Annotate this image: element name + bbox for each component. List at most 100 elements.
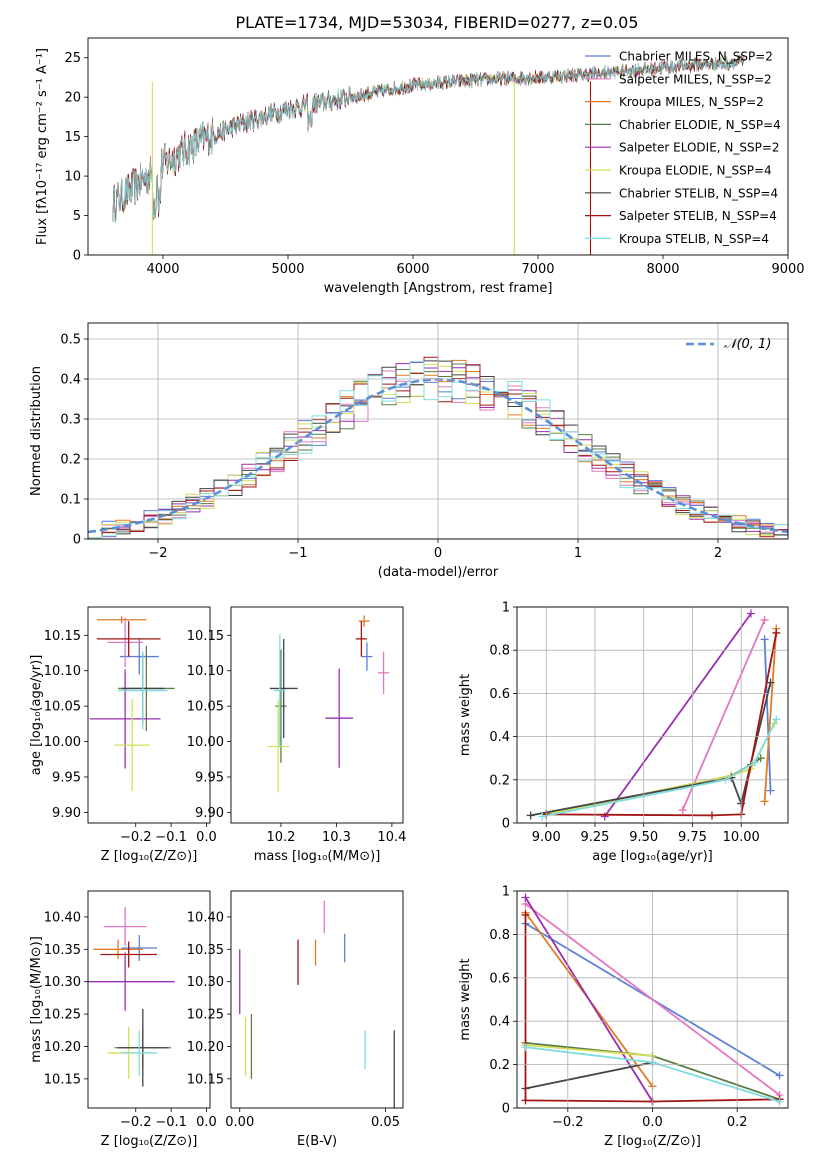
spectrum-line-7 [112, 55, 745, 222]
y-axis-label: mass [log₁₀(M/M⊙)] [29, 936, 44, 1063]
legend-label: Salpeter STELIB, N_SSP=4 [619, 209, 777, 223]
y-tick-label: 10.10 [187, 664, 224, 679]
weight-line-4 [603, 612, 752, 818]
y-tick-label: 0.3 [60, 413, 81, 428]
panel-mass-weight-vs-age: 9.00 9.25 9.50 9.75 10.00 0 0.2 0.4 0.6 0.8 1 age [… [458, 601, 789, 864]
plot-area [112, 54, 745, 255]
x-tick-label: 0.0 [196, 830, 217, 845]
legend-label: Chabrier ELODIE, N_SSP=4 [619, 118, 781, 132]
y-tick-label: 0.5 [60, 333, 81, 348]
x-axis-label: Z [log₁₀(Z/Z⊙)] [101, 849, 198, 864]
x-tick-label: 9.25 [581, 830, 610, 845]
y-tick-label: 0.6 [489, 971, 510, 986]
y-tick-label: 10.20 [44, 1040, 81, 1055]
x-tick-label: 8000 [646, 262, 679, 277]
y-tick-label: 10.15 [44, 629, 81, 644]
x-tick-label: −0.2 [552, 1115, 584, 1130]
x-axis-label: (data-model)/error [378, 565, 499, 580]
panel-age-vs-mass: 10.2 10.3 10.4 9.90 9.95 10.00 10.05 10.10 10.15… [187, 606, 406, 864]
plot-area [267, 615, 390, 793]
y-tick-label: 10.25 [187, 1008, 224, 1023]
panel-residuals: −2 −1 0 1 2 0 0.1 0.2 0.3 0.4 0.5 (data-model)/erro… [29, 322, 789, 580]
y-tick-label: 1 [502, 601, 510, 616]
y-tick-label: 9.90 [195, 806, 224, 821]
weight-marker [775, 1071, 784, 1080]
weight-line-6 [525, 1061, 653, 1090]
y-tick-label: 1 [502, 885, 510, 900]
figure-title: PLATE=1734, MJD=53034, FIBERID=0277, z=0… [235, 13, 638, 32]
y-tick-label: 0.8 [489, 928, 510, 943]
panel-age-vs-Z: −0.2 −0.1 0.0 9.90 9.95 10.00 10.05 10.10 10.15 Z… [29, 606, 217, 864]
weight-marker [772, 628, 781, 637]
weight-marker [538, 812, 547, 821]
plot-area [239, 900, 395, 1108]
y-tick-label: 0.2 [60, 453, 81, 468]
axes-frame [516, 606, 789, 824]
x-tick-label: 6000 [396, 262, 429, 277]
legend-label: Salpeter ELODIE, N_SSP=2 [619, 141, 780, 155]
x-tick-label: 0.05 [371, 1115, 400, 1130]
legend-label: 𝒩(0, 1) [724, 337, 771, 352]
spectrum-line-8 [112, 54, 745, 223]
x-tick-label: −0.2 [120, 830, 152, 845]
y-tick-label: 10.40 [187, 910, 224, 925]
x-tick-label: 1 [574, 546, 582, 561]
legend-label: Salpeter MILES, N_SSP=2 [619, 72, 772, 86]
x-tick-label: 0.2 [727, 1115, 748, 1130]
axes-frame [87, 37, 789, 256]
x-tick-label: 9000 [771, 262, 804, 277]
x-axis-label: Z [log₁₀(Z/Z⊙)] [604, 1134, 701, 1149]
weight-marker [746, 609, 755, 618]
plot-area [89, 616, 175, 792]
weight-marker [750, 758, 759, 767]
weight-marker [775, 1097, 784, 1106]
y-axis-label: mass weight [458, 674, 473, 756]
y-tick-label: 9.90 [52, 806, 81, 821]
weight-marker [760, 635, 769, 644]
y-axis-label: mass weight [458, 958, 473, 1040]
y-tick-label: 0.4 [489, 730, 510, 745]
y-tick-label: 20 [64, 91, 81, 106]
y-tick-label: 10.10 [44, 664, 81, 679]
x-tick-label: 5000 [271, 262, 304, 277]
x-tick-label: 7000 [521, 262, 554, 277]
y-tick-label: 0.2 [489, 1058, 510, 1073]
x-tick-label: 4000 [146, 262, 179, 277]
weight-line-5 [525, 1044, 653, 1057]
y-tick-label: 10.40 [44, 910, 81, 925]
y-tick-label: 9.95 [195, 770, 224, 785]
y-tick-label: 15 [64, 130, 81, 145]
x-tick-label: 0 [434, 546, 442, 561]
spectrum-legend: Chabrier MILES, N_SSP=2 Salpeter MILES, N… [585, 50, 781, 246]
weight-line-2 [763, 628, 778, 802]
weight-marker [756, 754, 765, 763]
weight-line-1 [681, 619, 766, 811]
weight-line-4 [524, 897, 654, 1102]
x-tick-label: 10.3 [322, 830, 351, 845]
weight-marker [772, 715, 781, 724]
y-tick-label: 0.8 [489, 644, 510, 659]
weight-marker [766, 786, 775, 795]
y-tick-label: 0 [73, 249, 81, 264]
y-tick-label: 0 [502, 817, 510, 832]
weight-marker [707, 811, 716, 820]
axes-frame [87, 890, 211, 1109]
panel-mass-weight-vs-Z: −0.2 0.0 0.2 0 0.2 0.4 0.6 0.8 1 Z [log₁₀(Z/Z⊙)] m… [458, 885, 789, 1149]
x-tick-label: 10.4 [377, 830, 406, 845]
y-axis-label: Normed distribution [29, 366, 44, 496]
weight-line-8 [542, 718, 778, 818]
y-tick-label: 10.25 [44, 1008, 81, 1023]
x-tick-label: 10.2 [266, 830, 295, 845]
y-tick-label: 10.15 [44, 1072, 81, 1087]
weight-line-0 [763, 639, 772, 791]
y-tick-label: 10.30 [44, 975, 81, 990]
y-tick-label: 10.05 [187, 700, 224, 715]
axes-frame [230, 890, 404, 1109]
y-axis-label: Flux [fλ10⁻¹⁷ erg cm⁻² s⁻¹ A⁻¹] [35, 48, 50, 245]
y-tick-label: 10.00 [187, 735, 224, 750]
weight-marker [521, 910, 530, 919]
x-tick-label: −0.1 [155, 830, 187, 845]
y-tick-label: 10.15 [187, 1072, 224, 1087]
y-tick-label: 10.35 [44, 943, 81, 958]
y-tick-label: 10 [64, 170, 81, 185]
